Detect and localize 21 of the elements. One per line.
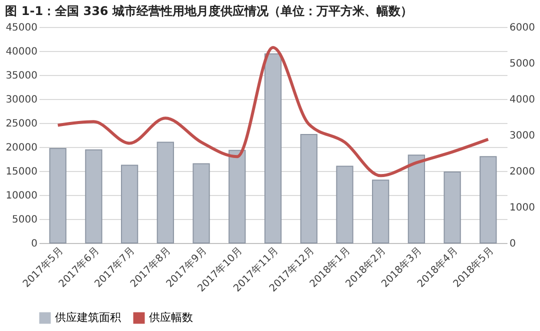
line-series [56,46,490,178]
y-tick-label: 5000 [12,214,38,226]
y2-tick-label: 5000 [510,58,535,70]
y-tick-label: 10000 [6,190,38,202]
y-tick-label: 0 [31,238,38,250]
y2-tick-label: 6000 [510,22,535,34]
y-tick-label: 20000 [6,142,38,154]
y-tick-label: 25000 [6,118,38,130]
y2-tick-label: 2000 [510,166,535,178]
y-tick-label: 35000 [6,70,38,82]
y-tick-label: 30000 [6,94,38,106]
legend-label: 供应幅数 [149,311,193,324]
y-tick-label: 40000 [6,46,38,58]
legend-label: 供应建筑面积 [55,311,121,324]
y-tick-label: 15000 [6,166,38,178]
y-tick-label: 45000 [6,22,38,34]
y2-tick-label: 0 [510,238,516,250]
y2-tick-label: 1000 [510,202,535,214]
y2-tick-label: 4000 [510,94,535,106]
y2-tick-label: 3000 [510,130,535,142]
chart-title: 图 1-1：全国 336 城市经营性用地月度供应情况（单位：万平方米、幅数） [5,4,412,18]
